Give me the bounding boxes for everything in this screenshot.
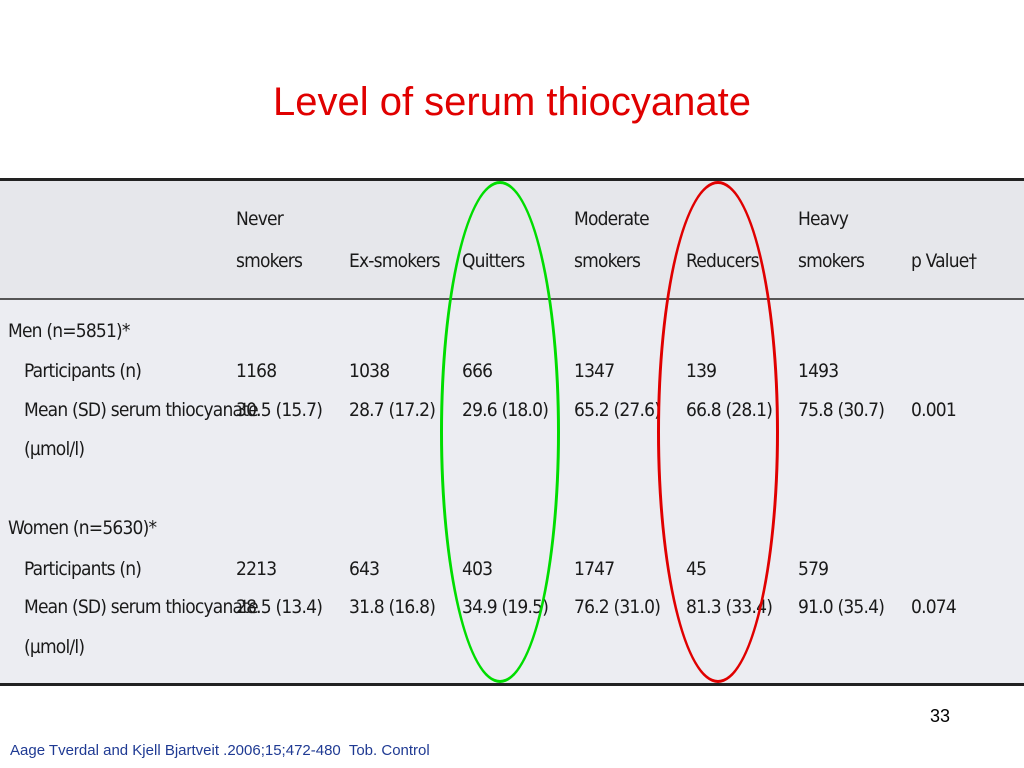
group-label-men: Men (n=5851)* xyxy=(8,320,130,342)
header-heavy-smokers-line2: smokers xyxy=(798,250,865,272)
row-label-mean: Mean (SD) serum thiocyanate xyxy=(24,596,259,618)
table-cell: 65.2 (27.6) xyxy=(574,399,661,421)
header-p-value: p Value† xyxy=(911,250,977,272)
table-cell: 643 xyxy=(349,558,380,580)
table-cell: 579 xyxy=(798,558,829,580)
table-cell: 75.8 (30.7) xyxy=(798,399,885,421)
table-cell: 28.5 (13.4) xyxy=(236,596,323,618)
table-cell: 1347 xyxy=(574,360,615,382)
page-number: 33 xyxy=(930,706,951,726)
reducers-highlight-ellipse xyxy=(657,181,779,683)
header-heavy-smokers-line1: Heavy xyxy=(798,208,849,230)
table-cell: 31.8 (16.8) xyxy=(349,596,436,618)
header-never-smokers-line2: smokers xyxy=(236,250,303,272)
table-cell: 28.7 (17.2) xyxy=(349,399,436,421)
table-cell: 1038 xyxy=(349,360,390,382)
header-moderate-smokers-line1: Moderate xyxy=(574,208,650,230)
row-label-participants: Participants (n) xyxy=(24,360,142,382)
table-cell: 1168 xyxy=(236,360,277,382)
p-value-cell: 0.074 xyxy=(911,596,957,618)
table-cell: 2213 xyxy=(236,558,277,580)
header-ex-smokers: Ex-smokers xyxy=(349,250,441,272)
quitters-highlight-ellipse xyxy=(440,181,560,683)
slide-title: Level of serum thiocyanate xyxy=(272,80,752,124)
row-label-unit: (µmol/l) xyxy=(24,438,85,460)
citation: Aage Tverdal and Kjell Bjartveit .2006;1… xyxy=(10,742,430,759)
group-label-women: Women (n=5630)* xyxy=(8,517,157,539)
p-value-cell: 0.001 xyxy=(911,399,957,421)
table-cell: 1493 xyxy=(798,360,839,382)
header-moderate-smokers-line2: smokers xyxy=(574,250,641,272)
table-cell: 91.0 (35.4) xyxy=(798,596,885,618)
row-label-participants: Participants (n) xyxy=(24,558,142,580)
table-cell: 76.2 (31.0) xyxy=(574,596,661,618)
header-never-smokers-line1: Never xyxy=(236,208,284,230)
row-label-mean: Mean (SD) serum thiocyanate xyxy=(24,399,259,421)
table-cell: 1747 xyxy=(574,558,615,580)
row-label-unit: (µmol/l) xyxy=(24,636,85,658)
table-cell: 30.5 (15.7) xyxy=(236,399,323,421)
